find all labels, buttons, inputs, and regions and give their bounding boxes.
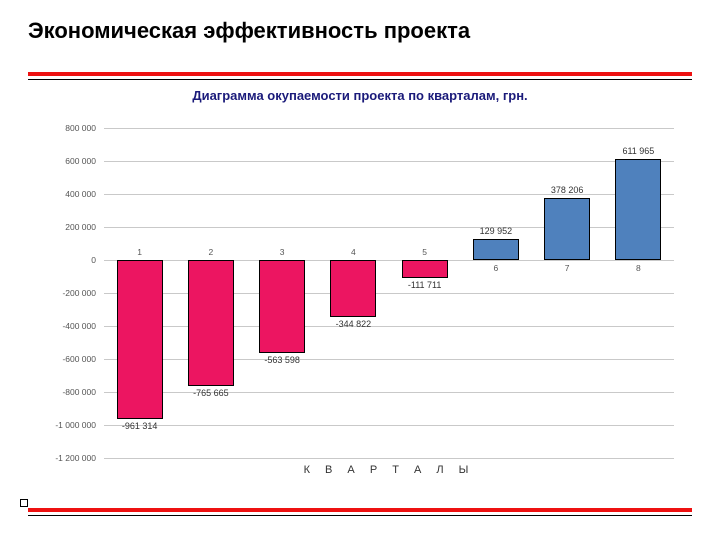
bar: [117, 260, 163, 419]
slide-container: Экономическая эффективность проекта Диаг…: [0, 0, 720, 540]
rule-black-bottom: [28, 515, 692, 516]
data-label: 129 952: [464, 226, 528, 236]
chart-title: Диаграмма окупаемости проекта по квартал…: [28, 88, 692, 103]
y-tick-label: 800 000: [34, 123, 96, 133]
x-tick-label: 5: [402, 247, 448, 257]
y-tick-label: 200 000: [34, 222, 96, 232]
page-title: Экономическая эффективность проекта: [28, 18, 692, 44]
x-tick-label: 1: [117, 247, 163, 257]
bottom-rule: [28, 508, 692, 516]
rule-black: [28, 79, 692, 80]
data-label: 611 965: [606, 146, 670, 156]
gridline: [104, 161, 674, 162]
bar: [402, 260, 448, 278]
y-tick-label: -1 200 000: [34, 453, 96, 463]
x-tick-label: 2: [188, 247, 234, 257]
y-tick-label: -200 000: [34, 288, 96, 298]
x-tick-label: 3: [259, 247, 305, 257]
bar: [473, 239, 519, 260]
x-tick-label: 6: [473, 263, 519, 273]
corner-marker-icon: [20, 499, 28, 507]
y-tick-label: -1 000 000: [34, 420, 96, 430]
y-tick-label: -400 000: [34, 321, 96, 331]
x-axis-title: К В А Р Т А Л Ы: [104, 464, 674, 476]
data-label: -961 314: [108, 421, 172, 431]
title-rule: [28, 72, 692, 80]
y-tick-label: 0: [34, 255, 96, 265]
chart-container: Диаграмма окупаемости проекта по квартал…: [28, 88, 692, 486]
bar: [259, 260, 305, 353]
data-label: -344 822: [321, 319, 385, 329]
y-tick-label: -800 000: [34, 387, 96, 397]
plot-area: 800 000600 000400 000200 0000-200 000-40…: [104, 128, 674, 458]
x-tick-label: 4: [330, 247, 376, 257]
y-tick-label: 400 000: [34, 189, 96, 199]
bar: [188, 260, 234, 386]
y-tick-label: 600 000: [34, 156, 96, 166]
data-label: -563 598: [250, 355, 314, 365]
y-tick-label: -600 000: [34, 354, 96, 364]
data-label: -765 665: [179, 388, 243, 398]
x-tick-label: 8: [615, 263, 661, 273]
gridline: [104, 458, 674, 459]
data-label: 378 206: [535, 185, 599, 195]
gridline: [104, 128, 674, 129]
title-block: Экономическая эффективность проекта: [28, 18, 692, 44]
gridline: [104, 425, 674, 426]
x-tick-label: 7: [544, 263, 590, 273]
bar: [330, 260, 376, 317]
data-label: -111 711: [393, 280, 457, 290]
bar: [544, 198, 590, 260]
bar: [615, 159, 661, 260]
